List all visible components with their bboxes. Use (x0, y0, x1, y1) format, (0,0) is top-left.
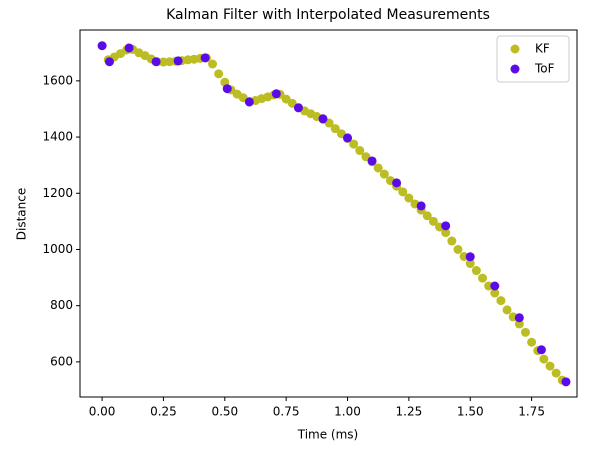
point (441, 221, 451, 231)
x-tick-label: 1.75 (518, 405, 545, 419)
point (447, 236, 457, 246)
point (404, 193, 414, 203)
point (422, 211, 432, 221)
point (465, 252, 475, 262)
x-tick-label: 0.00 (89, 405, 116, 419)
point (551, 368, 561, 378)
y-tick-label: 1000 (42, 242, 73, 256)
point (545, 361, 555, 371)
point (373, 163, 383, 173)
point (173, 56, 183, 66)
point (97, 41, 107, 51)
point (490, 281, 500, 291)
point (208, 59, 218, 69)
y-axis-label: Distance (15, 188, 29, 240)
point (398, 187, 408, 197)
point (271, 89, 281, 99)
point (453, 244, 463, 254)
point (349, 139, 359, 149)
point (527, 337, 537, 347)
x-axis-label: Time (ms) (297, 428, 359, 442)
point (214, 69, 224, 79)
point (539, 354, 549, 364)
point (367, 156, 377, 166)
point (124, 43, 134, 53)
point (343, 133, 353, 143)
point (502, 305, 512, 315)
point (465, 259, 475, 269)
point (520, 327, 530, 337)
point (151, 57, 161, 67)
chart-title: Kalman Filter with Interpolated Measurem… (166, 7, 490, 23)
y-tick-label: 1400 (42, 130, 73, 144)
y-tick-label: 600 (50, 354, 73, 368)
x-tick-label: 0.25 (150, 405, 177, 419)
point (355, 146, 365, 156)
point (536, 345, 546, 355)
legend-label: ToF (534, 62, 555, 76)
point (514, 313, 524, 323)
point (379, 169, 389, 179)
point (330, 124, 340, 134)
x-tick-label: 1.50 (457, 405, 484, 419)
point (318, 114, 328, 124)
legend-marker (510, 44, 520, 54)
point (222, 84, 232, 94)
point (293, 103, 303, 113)
point (244, 97, 254, 107)
x-tick-label: 1.25 (396, 405, 423, 419)
point (392, 178, 402, 188)
x-tick-label: 0.50 (211, 405, 238, 419)
legend-box (496, 35, 570, 83)
y-tick-label: 1200 (42, 186, 73, 200)
legend-marker (510, 64, 520, 74)
point (428, 216, 438, 226)
point (478, 273, 488, 283)
point (561, 377, 571, 387)
point (490, 288, 500, 298)
y-tick-label: 800 (50, 298, 73, 312)
y-tick-label: 1600 (42, 73, 73, 87)
x-tick-label: 0.75 (273, 405, 300, 419)
point (416, 201, 426, 211)
point (514, 319, 524, 329)
point (104, 57, 114, 67)
plot-frame (79, 29, 578, 398)
point (471, 266, 481, 276)
point (441, 228, 451, 238)
point (496, 296, 506, 306)
legend-label: KF (535, 42, 550, 56)
point (200, 53, 210, 63)
x-tick-label: 1.00 (334, 405, 361, 419)
